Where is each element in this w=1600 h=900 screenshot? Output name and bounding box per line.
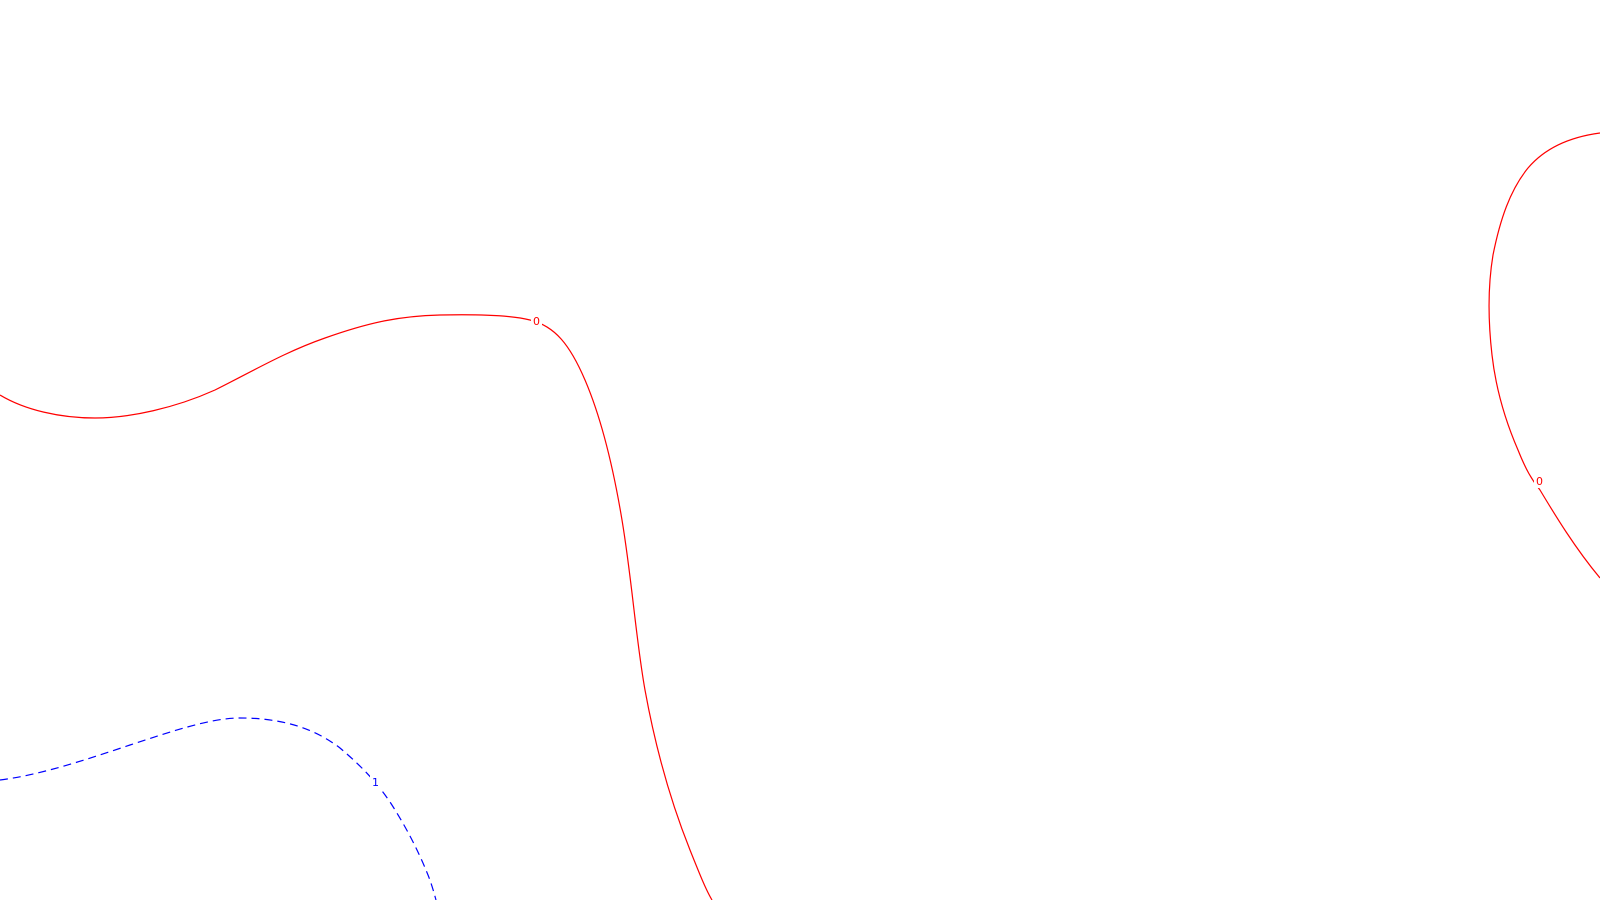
contour-label-bg-zero-west	[531, 314, 542, 328]
contour-label-zero-east: 0	[1536, 475, 1543, 488]
contour-line-zero-east	[1488, 132, 1600, 579]
contour-label-bg-zero-east	[1534, 474, 1545, 488]
contour-label-one-southwest: 1	[372, 776, 379, 789]
contour-label-zero-west: 0	[533, 315, 540, 328]
contour-label-bg-one-southwest	[370, 775, 381, 789]
contour-line-one-southwest	[0, 717, 437, 900]
contour-line-zero-west	[0, 314, 713, 900]
